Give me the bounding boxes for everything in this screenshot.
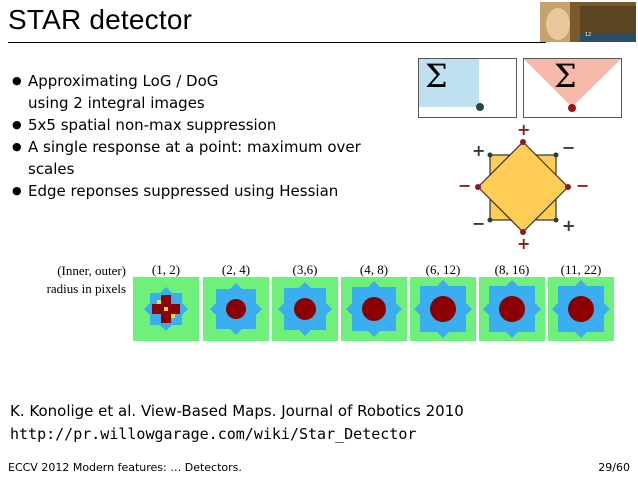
- sign-top: +: [517, 120, 531, 139]
- sign-bottom: +: [517, 234, 531, 253]
- title-divider: [8, 42, 546, 43]
- filter-svg: [133, 277, 199, 341]
- filter-svg: [341, 277, 407, 341]
- slide-title: STAR detector: [8, 4, 193, 35]
- bullet-dot-icon: ●: [12, 74, 22, 87]
- bullet-text: 5x5 spatial non-max suppression: [28, 116, 277, 134]
- bullet-dot-icon: ●: [12, 118, 22, 131]
- bullet-list: ● Approximating LoG / DoG using 2 integra…: [12, 70, 388, 202]
- sigma-symbol: Σ: [425, 58, 448, 95]
- sign-right: −: [576, 176, 590, 195]
- scale-filter-tile: [341, 277, 407, 341]
- integral-box-tilted: Σ: [523, 58, 622, 118]
- bullet-item: ● A single response at a point: maximum o…: [12, 136, 388, 180]
- bullet-item: ● 5x5 spatial non-max suppression: [12, 114, 388, 136]
- rect-integral-diagram: [419, 59, 484, 111]
- scale-filter-tile: [548, 277, 614, 341]
- page-number: 29/60: [598, 461, 630, 474]
- scale-label: (4, 8): [359, 262, 389, 277]
- scale-filter-tile: [272, 277, 338, 341]
- scale-filter-tile: [203, 277, 269, 341]
- filter-svg: [410, 277, 476, 341]
- scale-filter-tile: [133, 277, 199, 341]
- bullet-dot-icon: ●: [12, 140, 22, 153]
- scales-row-label: (Inner, outer) radius in pixels: [46, 263, 126, 296]
- sign-bottom-right-hidden: −: [562, 216, 576, 235]
- scale-filter-tile: [479, 277, 545, 341]
- filter-svg: [479, 277, 545, 341]
- footer-text: ECCV 2012 Modern features: … Detectors.: [8, 461, 242, 474]
- bullet-item: ● Edge reponses suppressed using Hessian: [12, 180, 388, 202]
- reference-citation: K. Konolige et al. View-Based Maps. Jour…: [10, 402, 464, 420]
- star-octagon-diagram: [475, 139, 571, 235]
- logo-image: [540, 2, 636, 42]
- scale-label: (8, 16): [494, 262, 530, 277]
- eccv-logo: 12: [540, 2, 636, 42]
- tilted-integral-diagram: [524, 59, 621, 112]
- bullet-dot-icon: ●: [12, 184, 22, 197]
- sign-left: −: [458, 176, 472, 195]
- scale-filter-tile: [410, 277, 476, 341]
- scale-label: (3,6): [292, 262, 318, 277]
- scale-label: (11, 22): [560, 262, 602, 277]
- sigma-symbol: Σ: [554, 58, 577, 95]
- filter-svg: [548, 277, 614, 341]
- bullet-item: ● Approximating LoG / DoG using 2 integra…: [12, 70, 388, 114]
- sign-bottom-right: +: [562, 216, 576, 235]
- sign-bottom-left: −: [472, 214, 486, 233]
- sign-top-right: −: [562, 138, 576, 157]
- bullet-text: Approximating LoG / DoG using 2 integral…: [28, 72, 219, 112]
- scale-label: (6, 12): [425, 262, 461, 277]
- sign-top-left: +: [472, 141, 486, 160]
- integral-box-rect: Σ: [418, 58, 517, 118]
- filter-svg: [203, 277, 269, 341]
- bullet-text: Edge reponses suppressed using Hessian: [28, 182, 339, 200]
- scale-label: (1, 2): [151, 262, 181, 277]
- scale-label: (2, 4): [221, 262, 251, 277]
- reference-url[interactable]: http://pr.willowgarage.com/wiki/Star_Det…: [10, 425, 417, 443]
- bullet-text: A single response at a point: maximum ov…: [28, 138, 361, 178]
- logo-caption: 12: [584, 32, 592, 38]
- filter-svg: [272, 277, 338, 341]
